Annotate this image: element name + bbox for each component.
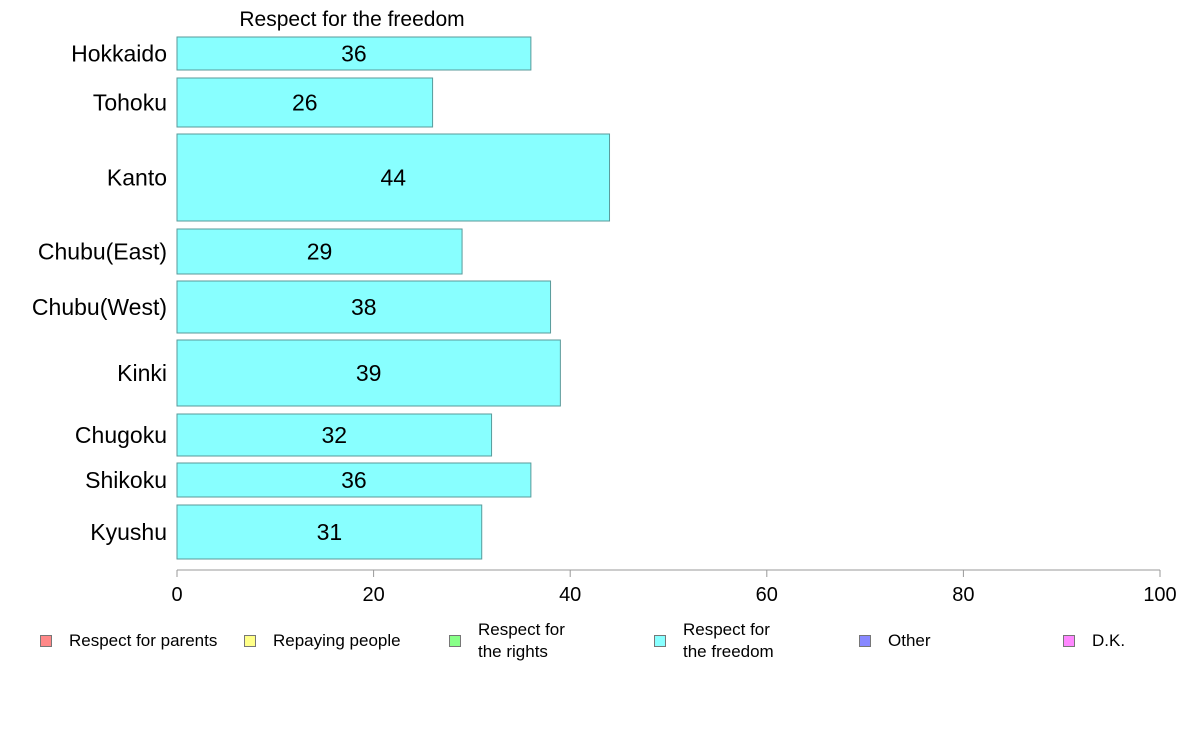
bar [176, 413, 493, 457]
legend-label: Respect for parents [69, 631, 218, 650]
x-tick-label: 40 [559, 584, 581, 606]
category-label: Tohoku [93, 90, 167, 116]
legend-item: Respect for the freedom [654, 618, 774, 664]
bar [176, 462, 532, 498]
bar [176, 133, 611, 222]
data-label: 38 [351, 294, 377, 320]
legend-swatch [859, 635, 871, 647]
data-label: 36 [341, 41, 367, 67]
x-axis: 0 20 40 60 80 100 [171, 569, 1177, 606]
chart-title: Respect for the freedom [239, 8, 464, 31]
bar [176, 339, 561, 407]
bar [176, 504, 483, 560]
legend-item: Other [859, 618, 931, 664]
bar [176, 280, 552, 334]
legend: Respect for parents Repaying people Resp… [0, 618, 1188, 668]
legend-label: Respect for the freedom [683, 620, 774, 661]
legend-label: Respect for the rights [478, 620, 565, 661]
data-label: 36 [341, 467, 367, 493]
category-label: Chugoku [75, 422, 167, 448]
data-label: 39 [356, 360, 382, 386]
bar [176, 228, 463, 275]
legend-label: Repaying people [273, 631, 401, 650]
category-label: Kanto [107, 165, 167, 191]
category-label: Hokkaido [71, 41, 167, 67]
legend-label: D.K. [1092, 631, 1126, 650]
category-label: Chubu(East) [38, 239, 167, 265]
legend-swatch [40, 635, 52, 647]
x-tick-label: 80 [952, 584, 974, 606]
category-label: Kinki [117, 360, 167, 386]
x-tick-label: 100 [1143, 584, 1176, 606]
data-label: 26 [292, 90, 318, 116]
legend-item: D.K. [1063, 618, 1125, 664]
legend-swatch [654, 635, 666, 647]
legend-swatch [244, 635, 256, 647]
legend-item: Respect for parents [40, 618, 217, 664]
data-label: 32 [321, 422, 347, 448]
x-tick-label: 0 [171, 584, 182, 606]
data-label: 31 [317, 519, 343, 545]
legend-item: Repaying people [244, 618, 401, 664]
legend-item: Respect for the rights [449, 618, 565, 664]
legend-swatch [1063, 635, 1075, 647]
data-label: 44 [380, 165, 406, 191]
legend-label: Other [888, 631, 931, 650]
x-tick-label: 20 [362, 584, 384, 606]
bars-group: 36 Hokkaido 26 Tohoku 44 Kanto 29 Chubu(East) 38… [32, 36, 611, 560]
category-label: Shikoku [85, 467, 167, 493]
x-tick-label: 60 [756, 584, 778, 606]
category-label: Kyushu [90, 519, 167, 545]
data-label: 29 [307, 239, 333, 265]
bar [176, 77, 434, 128]
legend-swatch [449, 635, 461, 647]
category-label: Chubu(West) [32, 294, 167, 320]
bar [176, 36, 532, 71]
bar-chart: Respect for the freedom 36 Hokkaido 26 Toho… [32, 8, 1177, 606]
